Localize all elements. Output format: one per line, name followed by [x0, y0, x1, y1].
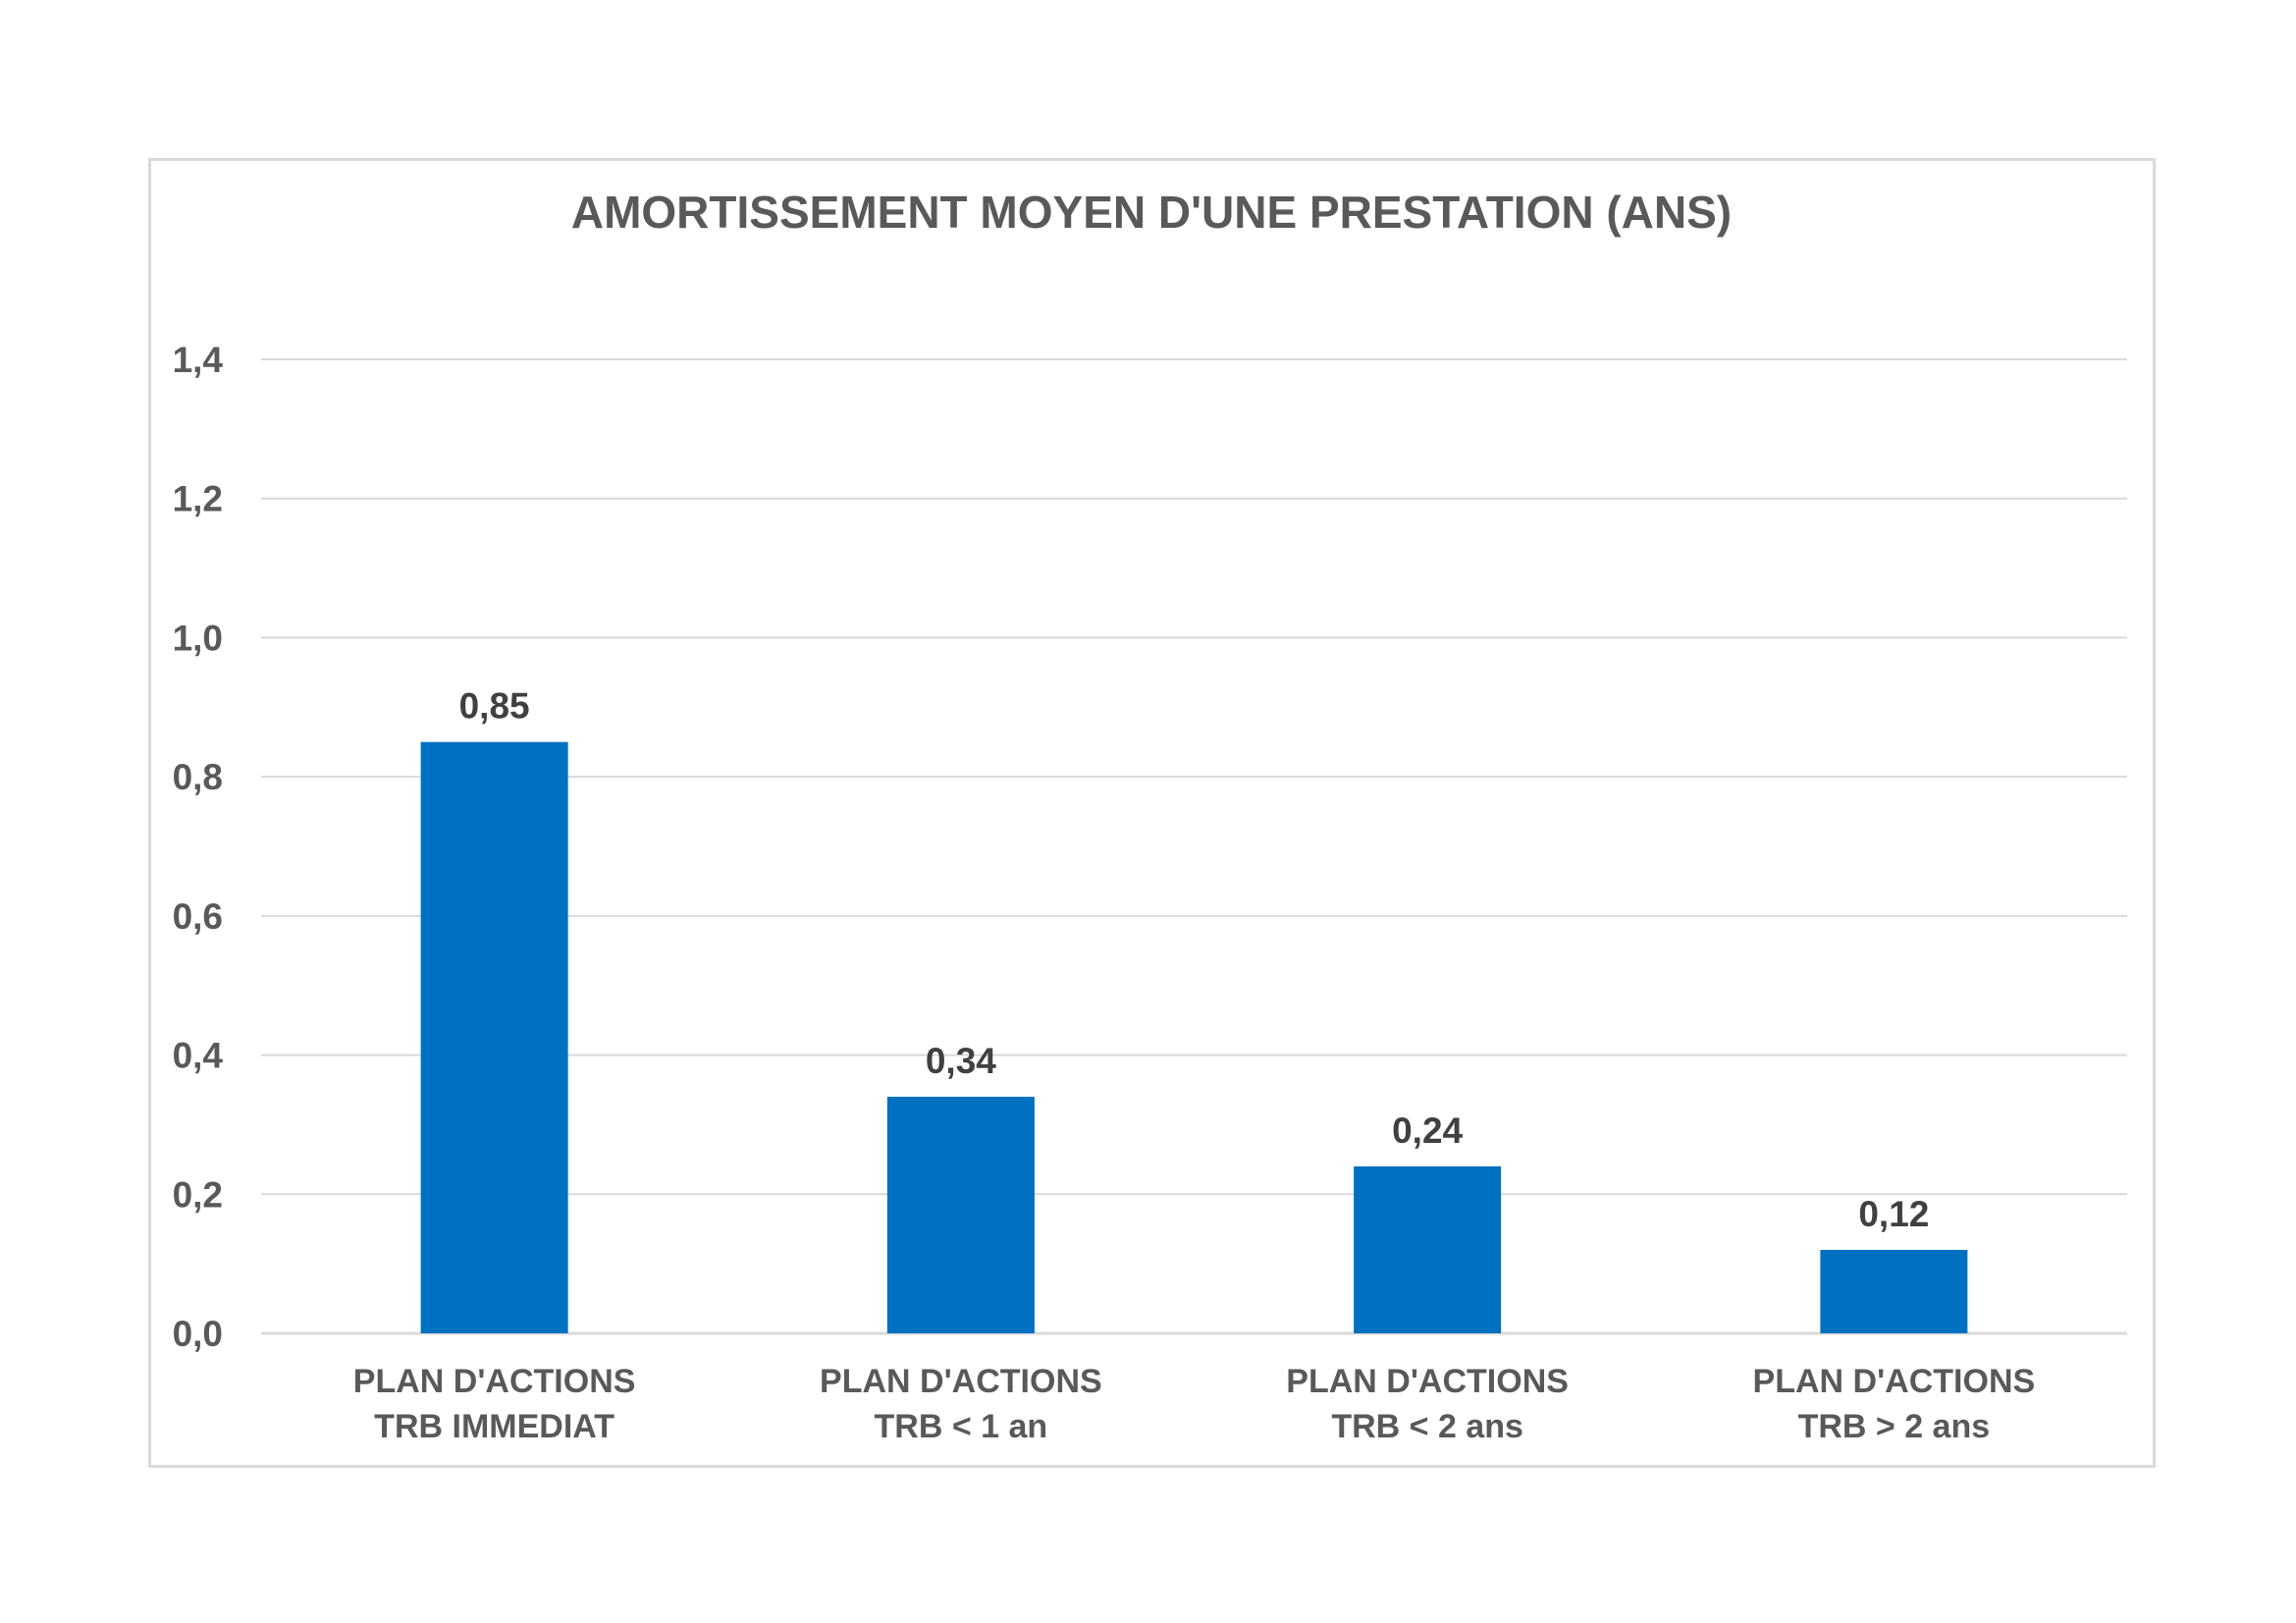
bar — [420, 741, 568, 1333]
data-label: 0,85 — [459, 686, 530, 727]
x-tick-label: TRB IMMEDIAT — [374, 1408, 614, 1445]
x-tick-label: PLAN D'ACTIONS — [1753, 1363, 2036, 1400]
x-tick-label: PLAN D'ACTIONS — [1286, 1363, 1569, 1400]
x-tick-label: TRB < 1 an — [875, 1408, 1048, 1445]
y-tick-label: 0,2 — [173, 1174, 223, 1215]
y-tick-label: 1,0 — [173, 618, 223, 658]
y-tick-label: 0,0 — [173, 1314, 223, 1354]
y-tick-label: 0,4 — [173, 1036, 224, 1076]
bar — [886, 1097, 1035, 1333]
x-tick-label: PLAN D'ACTIONS — [820, 1363, 1102, 1400]
data-label: 0,24 — [1392, 1110, 1463, 1151]
x-tick-label: PLAN D'ACTIONS — [353, 1363, 636, 1400]
y-tick-label: 1,2 — [173, 479, 223, 519]
chart-title: AMORTISSEMENT MOYEN D'UNE PRESTATION (AN… — [571, 187, 1732, 238]
bar — [1354, 1165, 1502, 1333]
y-tick-label: 0,8 — [173, 757, 223, 797]
x-tick-label: TRB < 2 ans — [1331, 1408, 1523, 1445]
data-label: 0,12 — [1858, 1194, 1929, 1234]
data-label: 0,34 — [926, 1041, 996, 1081]
y-tick-label: 1,4 — [173, 340, 224, 380]
y-tick-label: 0,6 — [173, 896, 223, 937]
x-tick-label: TRB > 2 ans — [1798, 1408, 1991, 1445]
bar — [1820, 1249, 1968, 1333]
